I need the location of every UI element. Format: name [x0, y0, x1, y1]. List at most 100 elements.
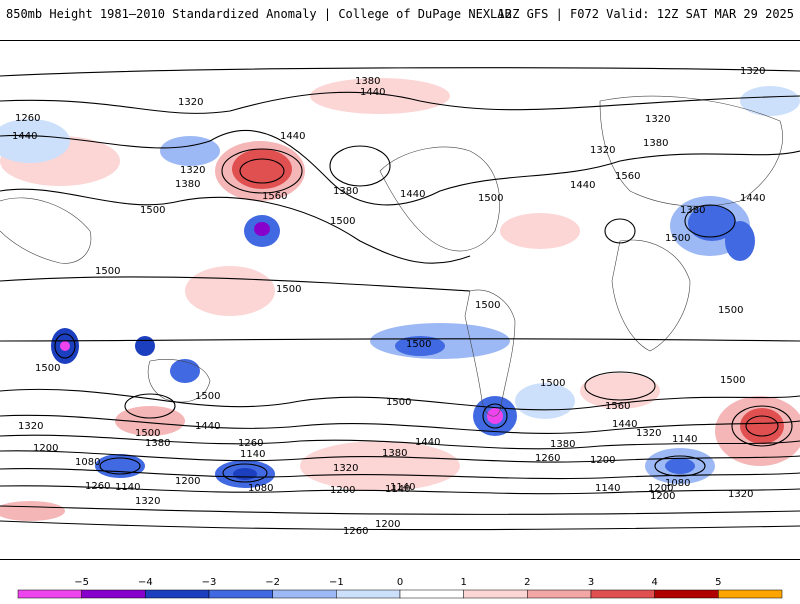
contour-label: 1440 [415, 437, 440, 448]
contour-label: 1500 [95, 266, 120, 277]
contour-label: 1500 [406, 339, 431, 350]
contour-label: 1500 [475, 300, 500, 311]
contour-label: 1440 [400, 189, 425, 200]
contour-label: 1320 [18, 421, 43, 432]
contour-label: 1380 [643, 138, 668, 149]
contour-label: 1560 [262, 191, 287, 202]
contour-label: 1440 [570, 180, 595, 191]
contour-label: 1200 [650, 491, 675, 502]
contour-label: 1260 [343, 526, 368, 537]
coastlines [0, 95, 783, 417]
contour-label: 1320 [180, 165, 205, 176]
contour-label: 1200 [375, 519, 400, 530]
colorbar-svg: −5 −4 −3 −2 −1 0 1 2 3 4 5 [17, 577, 783, 599]
anomaly-map: 1380 1440 1320 1320 1260 1440 1560 1320 … [0, 40, 800, 560]
contour-label: 1440 [360, 87, 385, 98]
colorbar-segment [208, 589, 273, 599]
height-contours [0, 67, 800, 531]
anomaly-shading [0, 78, 800, 521]
contour-label: 1080 [75, 457, 100, 468]
contour-label: 1500 [35, 363, 60, 374]
colorbar-segment [718, 589, 783, 599]
contour-label: 1560 [605, 401, 630, 412]
product-title: 850mb Height 1981–2010 Standardized Anom… [6, 7, 512, 21]
colorbar-tick-label: 5 [715, 577, 721, 588]
contour-label: 1380 [145, 438, 170, 449]
contour-label: 1140 [385, 484, 410, 495]
contour-label: 1500 [665, 233, 690, 244]
colorbar-segment [654, 589, 719, 599]
contour-label: 1380 [382, 448, 407, 459]
contour-label: 1320 [135, 496, 160, 507]
colorbar-tick-label: −4 [138, 577, 153, 588]
contour-label: 1320 [740, 66, 765, 77]
colorbar-segment [145, 589, 210, 599]
contour-labels: 1380 1440 1320 1320 1260 1440 1560 1320 … [12, 66, 765, 537]
contour-label: 1500 [276, 284, 301, 295]
contour-label: 1500 [540, 378, 565, 389]
contour-label: 1200 [330, 485, 355, 496]
header: 850mb Height 1981–2010 Standardized Anom… [0, 0, 800, 28]
contour-label: 1140 [595, 483, 620, 494]
colorbar-tick-label: 1 [460, 577, 466, 588]
contour-label: 1260 [85, 481, 110, 492]
contour-label: 1440 [740, 193, 765, 204]
contour-label: 1200 [33, 443, 58, 454]
contour-label: 1260 [15, 113, 40, 124]
model-run-valid-time: 12Z GFS | F072 Valid: 12Z SAT MAR 29 202… [497, 7, 794, 21]
contour-label: 1500 [195, 391, 220, 402]
colorbar-segment [272, 589, 337, 599]
contour-label: 1500 [720, 375, 745, 386]
colorbar-tick-label: 4 [651, 577, 657, 588]
contour-label: 1440 [280, 131, 305, 142]
contour-label: 1140 [240, 449, 265, 460]
contour-label: 1200 [648, 483, 673, 494]
contour-label: 1380 [680, 205, 705, 216]
contour-label: 1380 [355, 76, 380, 87]
contour-label: 1320 [333, 463, 358, 474]
colorbar-tick-label: −3 [202, 577, 217, 588]
colorbar-segment [399, 589, 464, 599]
colorbar-segment [336, 589, 401, 599]
map-canvas: 1380 1440 1320 1320 1260 1440 1560 1320 … [0, 66, 800, 537]
colorbar-segment [463, 589, 528, 599]
contour-label: 1320 [178, 97, 203, 108]
contour-label: 1380 [550, 439, 575, 450]
contour-label: 1380 [333, 186, 358, 197]
contour-label: 1320 [590, 145, 615, 156]
contour-label: 1500 [478, 193, 503, 204]
contour-label: 1320 [645, 114, 670, 125]
colorbar-tick-label: 2 [524, 577, 530, 588]
contour-label: 1080 [665, 478, 690, 489]
contour-label: 1320 [636, 428, 661, 439]
contour-label: 1260 [535, 453, 560, 464]
colorbar-tick-label: −5 [74, 577, 89, 588]
contour-label: 1440 [195, 421, 220, 432]
contour-label: 1500 [330, 216, 355, 227]
contour-label: 1140 [672, 434, 697, 445]
contour-label: 1320 [728, 489, 753, 500]
contour-label: 1500 [140, 205, 165, 216]
contour-label: 1200 [590, 455, 615, 466]
colorbar-segment [81, 589, 146, 599]
colorbar-tick-label: −2 [265, 577, 280, 588]
colorbar-tick-label: −1 [329, 577, 344, 588]
contour-label: 1200 [175, 476, 200, 487]
contour-label: 1380 [175, 179, 200, 190]
contour-label: 1440 [612, 419, 637, 430]
contour-label: 1440 [12, 131, 37, 142]
colorbar-tick-label: 0 [397, 577, 403, 588]
colorbar-segment [590, 589, 655, 599]
contour-label: 1500 [135, 428, 160, 439]
contour-label: 1500 [386, 397, 411, 408]
contour-label: 1140 [115, 482, 140, 493]
colorbar-segment [527, 589, 592, 599]
contour-label: 1260 [238, 438, 263, 449]
contour-label: 1500 [718, 305, 743, 316]
contour-label: 1560 [615, 171, 640, 182]
colorbar: −5 −4 −3 −2 −1 0 1 2 3 4 5 [0, 570, 800, 600]
contour-label: 1080 [248, 483, 273, 494]
colorbar-tick-label: 3 [588, 577, 594, 588]
colorbar-segment [17, 589, 82, 599]
contour-label: 1140 [390, 482, 415, 493]
